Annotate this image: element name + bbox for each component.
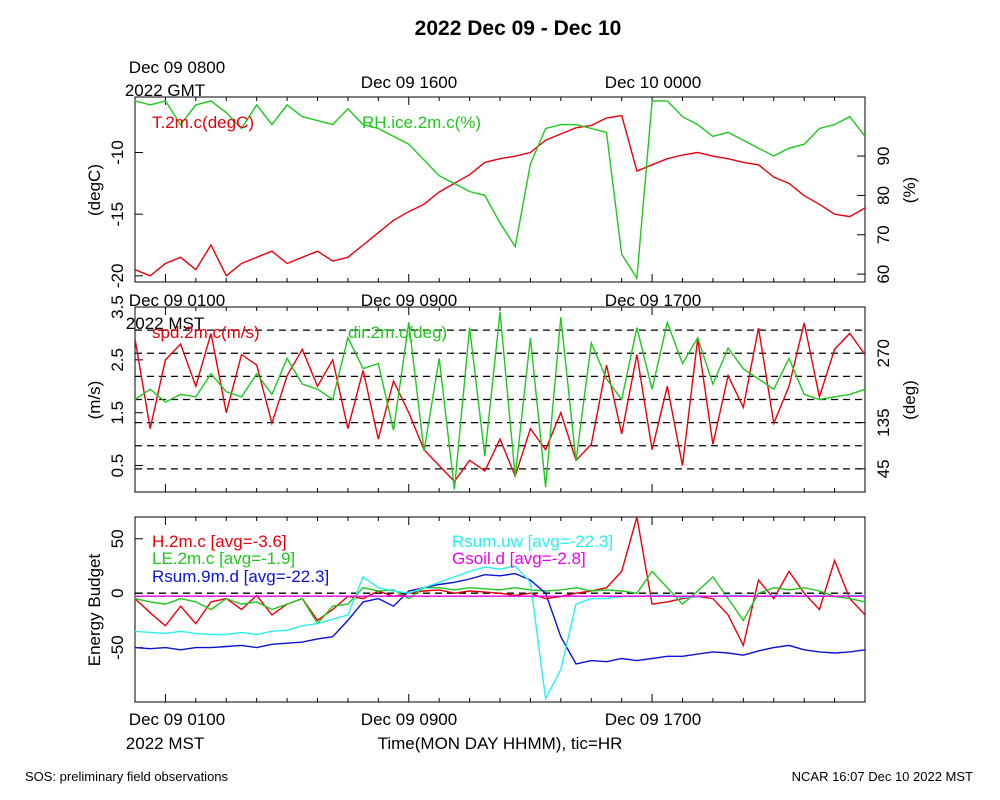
y-tick-label-p3-1: 0 [108,588,127,597]
plot-layer: -20 -15 -10 60 70 80 90 0.5 1.5 2.5 3.5 45 135 270 -50… [108,97,893,702]
panel-2-ylabel-right: (deg) [900,380,919,420]
y-tick-right-label-p1-3: 90 [874,147,893,166]
bottom-mst-label-2: Dec 09 1700 [605,710,701,729]
y-tick-label-p3-0: -50 [108,635,127,660]
gmt-zone-label: 2022 GMT [125,81,205,100]
y-tick-label-p2-1: 1.5 [108,401,127,425]
legend-rh-ice-2m-c: RH.ice.2m.c(%) [362,113,481,132]
y-tick-right-label-p1-1: 70 [874,225,893,244]
gmt-label-0: Dec 09 0800 [129,58,225,77]
y-tick-right-label-p2-2: 270 [874,339,893,367]
bottom-mst-zone: 2022 MST [126,734,204,753]
x-axis-title: Time(MON DAY HHMM), tic=HR [378,734,623,753]
mid-mst-label-2: Dec 09 1700 [605,291,701,310]
series-line-h-2m-c [134,516,866,648]
y-tick-label-p2-3: 3.5 [108,295,127,319]
legend-spd-2m-c: spd.2m.c(m/s) [152,323,260,342]
legend-gsoil-d: Gsoil.d [avg=-2.8] [452,549,586,568]
legend-dir-2m-c: dir.2m.c(deg) [348,323,447,342]
footer-right: NCAR 16:07 Dec 10 2022 MST [792,769,973,784]
y-tick-label-p3-2: 50 [108,529,127,548]
bottom-mst-label-0: Dec 09 0100 [129,710,225,729]
y-tick-label-p1-0: -20 [108,264,127,289]
series-line-dir-2m-c [134,312,866,490]
series-line-rsum-uw [134,565,865,702]
legend-rsum-9m-d: Rsum.9m.d [avg=-22.3] [152,567,329,586]
legend-rsum-uw: Rsum.uw [avg=-22.3] [452,532,613,551]
y-tick-right-label-p2-0: 45 [874,459,893,478]
y-tick-label-p1-1: -15 [108,202,127,227]
y-tick-right-label-p1-0: 60 [874,265,893,284]
y-tick-label-p1-2: -10 [108,140,127,165]
legend-h-2m-c: H.2m.c [avg=-3.6] [152,532,287,551]
panel-2-ylabel: (m/s) [85,381,104,420]
chart-title: 2022 Dec 09 - Dec 10 [415,17,622,40]
panel-3-ylabel: Energy Budget [85,553,104,666]
series-line-le-2m-c [134,570,866,625]
y-tick-label-p2-0: 0.5 [108,454,127,478]
mid-mst-label-0: Dec 09 0100 [129,291,225,310]
y-tick-right-label-p2-1: 135 [874,408,893,436]
gmt-label-2: Dec 10 0000 [605,73,701,92]
y-tick-label-p2-2: 2.5 [108,348,127,372]
gmt-label-1: Dec 09 1600 [361,73,457,92]
mid-mst-zone: 2022 MST [126,314,204,333]
bottom-mst-label-1: Dec 09 0900 [361,710,457,729]
panel-1-ylabel: (degC) [85,164,104,216]
legend-t-2m-c: T.2m.c(degC) [152,113,254,132]
panel-1-ylabel-right: (%) [900,177,919,203]
series-line-rsum-9m-d [134,572,866,665]
series-line-rh-ice-2m-c [134,100,866,281]
mid-mst-label-1: Dec 09 0900 [361,291,457,310]
footer-left: SOS: preliminary field observations [25,769,229,784]
y-tick-right-label-p1-2: 80 [874,186,893,205]
legend-le-2m-c: LE.2m.c [avg=-1.9] [152,549,295,568]
series-line-t-2m-c [134,114,866,277]
series-line-spd-2m-c [134,322,866,483]
